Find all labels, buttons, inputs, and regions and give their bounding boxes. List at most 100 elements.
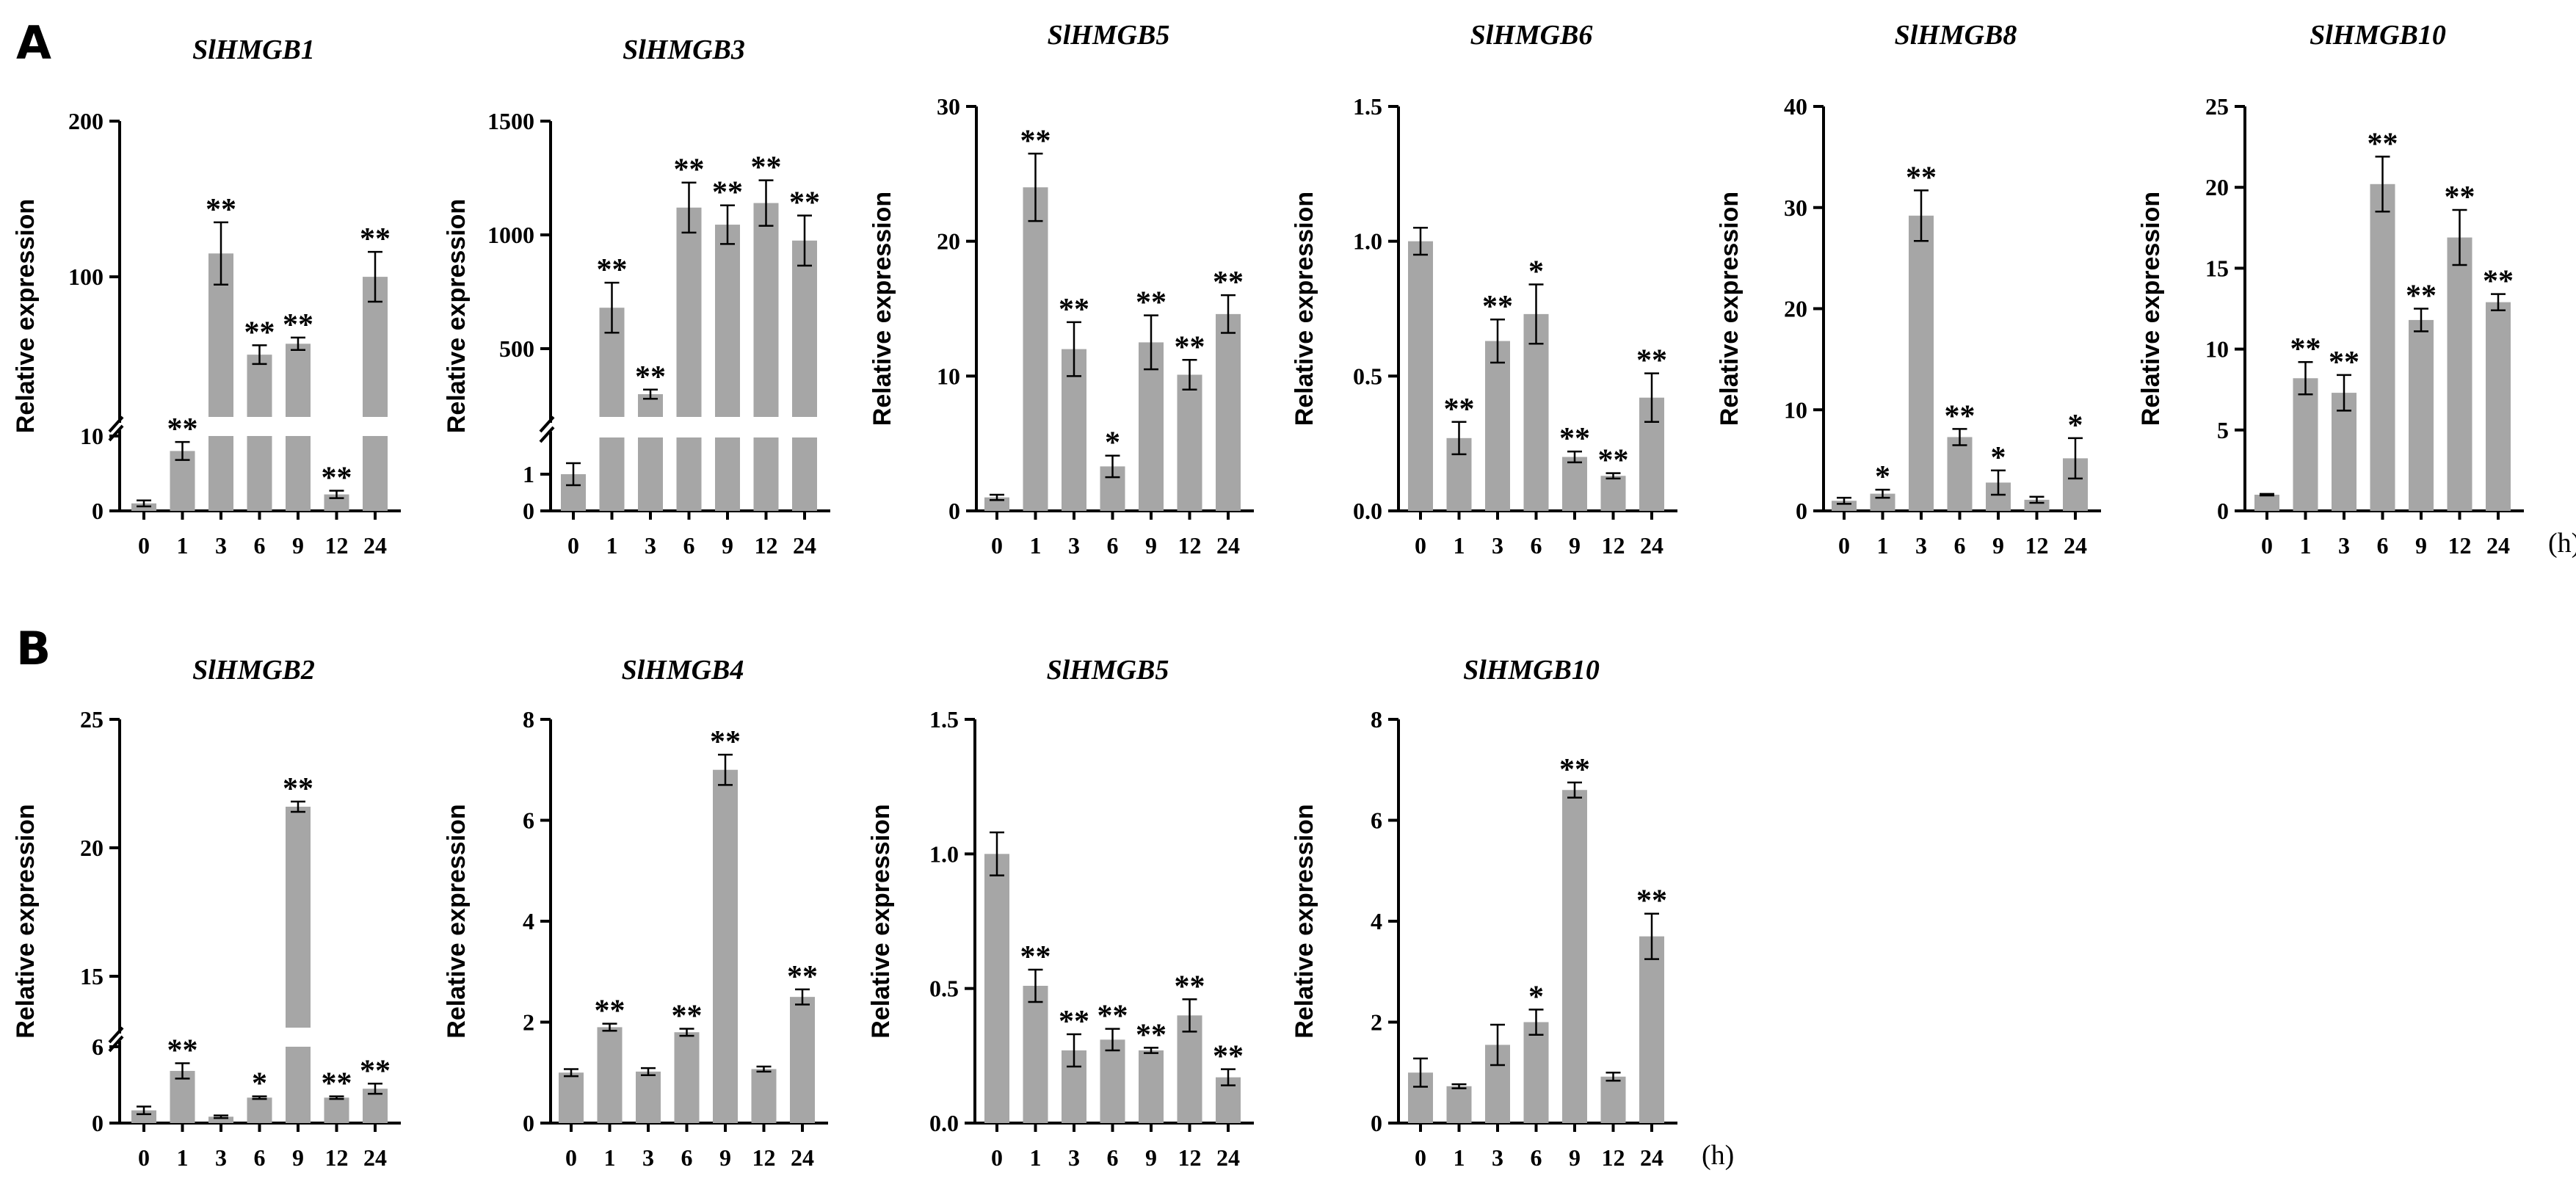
significance-label: ** xyxy=(1213,1040,1244,1074)
x-tick-label: 1 xyxy=(177,532,189,559)
y-tick-label: 0 xyxy=(1371,1110,1382,1136)
x-tick-label: 24 xyxy=(793,532,816,559)
y-tick-label: 20 xyxy=(1784,296,1807,322)
bar xyxy=(247,1097,272,1123)
chart-b-slhmgb2: SlHMGB2Relative expression061520250**1 3*… xyxy=(12,655,401,1171)
x-tick-label: 0 xyxy=(1415,532,1426,559)
x-tick-label: 0 xyxy=(991,532,1003,559)
x-tick-label: 0 xyxy=(565,1144,577,1171)
y-tick-label: 1000 xyxy=(487,222,534,248)
bar xyxy=(247,436,272,511)
x-tick-label: 6 xyxy=(1954,532,1966,559)
significance-label: ** xyxy=(1175,970,1205,1003)
y-tick-label: 20 xyxy=(80,835,104,861)
bar xyxy=(2486,302,2511,511)
bar xyxy=(324,1097,349,1123)
y-tick-label: 0 xyxy=(92,498,104,524)
significance-label: ** xyxy=(674,153,705,187)
x-tick-label: 0 xyxy=(1415,1144,1426,1171)
x-tick-label: 9 xyxy=(292,532,304,559)
x-tick-label: 24 xyxy=(1216,532,1240,559)
bar xyxy=(1948,437,1973,511)
significance-label: ** xyxy=(1906,161,1937,195)
y-tick-label: 0 xyxy=(2217,498,2229,524)
significance-label: ** xyxy=(1175,330,1205,364)
y-tick-label: 2 xyxy=(1371,1009,1382,1036)
x-tick-label: 0 xyxy=(991,1144,1003,1171)
significance-label: * xyxy=(1528,980,1544,1014)
x-tick-label: 12 xyxy=(1178,1144,1202,1171)
bar xyxy=(1100,1039,1125,1123)
y-tick-label: 40 xyxy=(1784,93,1807,120)
bar xyxy=(677,437,702,511)
y-tick-label: 6 xyxy=(523,807,534,834)
chart-title: SlHMGB4 xyxy=(622,655,744,686)
significance-label: ** xyxy=(1559,753,1590,787)
significance-label: * xyxy=(1875,460,1890,494)
figure: A B SlHMGB1Relative expression0101002000… xyxy=(0,0,2576,1195)
significance-label: ** xyxy=(789,186,820,220)
bar xyxy=(1023,986,1048,1123)
y-axis-label: Relative expression xyxy=(12,199,40,433)
x-tick-label: 12 xyxy=(2025,532,2049,559)
significance-label: ** xyxy=(751,151,782,185)
y-tick-label: 1.0 xyxy=(929,840,959,867)
significance-label: ** xyxy=(1020,124,1051,158)
y-tick-label: 20 xyxy=(2205,174,2229,200)
x-tick-label: 24 xyxy=(1216,1144,1240,1171)
x-tick-label: 6 xyxy=(2377,532,2389,559)
significance-label: ** xyxy=(1136,286,1167,320)
x-tick-label: 1 xyxy=(177,1144,189,1171)
x-tick-label: 1 xyxy=(606,532,618,559)
bar xyxy=(600,437,625,511)
bar xyxy=(1601,476,1626,511)
x-tick-label: 6 xyxy=(1107,532,1119,559)
y-tick-label: 15 xyxy=(80,963,104,989)
x-tick-label: 12 xyxy=(2448,532,2472,559)
x-tick-label: 9 xyxy=(1992,532,2004,559)
significance-label: ** xyxy=(1059,293,1089,327)
panel-letter-a: A xyxy=(16,16,51,70)
y-tick-label: 6 xyxy=(1371,807,1382,834)
y-tick-label: 0 xyxy=(1796,498,1807,524)
significance-label: ** xyxy=(283,772,313,806)
bar xyxy=(713,770,738,1123)
x-unit-label: (h) xyxy=(2548,528,2576,559)
x-tick-label: 12 xyxy=(325,532,349,559)
y-tick-label: 0.5 xyxy=(929,976,959,1002)
chart-a-slhmgb10: SlHMGB10Relative expression05101520250**… xyxy=(2137,20,2576,559)
bar xyxy=(1178,374,1202,511)
x-tick-label: 3 xyxy=(215,1144,227,1171)
y-tick-label: 6 xyxy=(92,1034,104,1060)
bar xyxy=(1023,187,1048,511)
y-tick-label: 0 xyxy=(92,1110,104,1136)
y-tick-label: 1 xyxy=(523,461,534,487)
bar xyxy=(792,437,817,511)
y-tick-label: 4 xyxy=(1371,908,1382,934)
bar xyxy=(1447,1086,1472,1123)
y-tick-label: 1.5 xyxy=(929,706,959,733)
y-tick-label: 0.0 xyxy=(929,1110,959,1136)
x-tick-label: 1 xyxy=(604,1144,616,1171)
y-tick-label: 20 xyxy=(937,228,960,255)
bar xyxy=(715,437,740,511)
x-tick-label: 24 xyxy=(363,1144,387,1171)
significance-label: ** xyxy=(597,253,628,287)
significance-label: * xyxy=(1991,441,2006,475)
y-tick-label: 10 xyxy=(937,363,960,389)
bar-upper xyxy=(286,344,311,417)
significance-label: ** xyxy=(1059,1005,1089,1039)
x-tick-label: 6 xyxy=(683,532,695,559)
x-tick-label: 1 xyxy=(1454,1144,1465,1171)
significance-label: * xyxy=(1105,426,1120,460)
bar xyxy=(1562,457,1587,511)
y-axis-label: Relative expression xyxy=(1291,804,1318,1038)
chart-title: SlHMGB6 xyxy=(1470,20,1593,51)
bar-upper xyxy=(715,225,740,417)
y-axis-label: Relative expression xyxy=(443,199,471,433)
bar xyxy=(675,1032,700,1123)
chart-a-slhmgb5: SlHMGB5Relative expression01020300**1**3… xyxy=(868,20,1254,559)
